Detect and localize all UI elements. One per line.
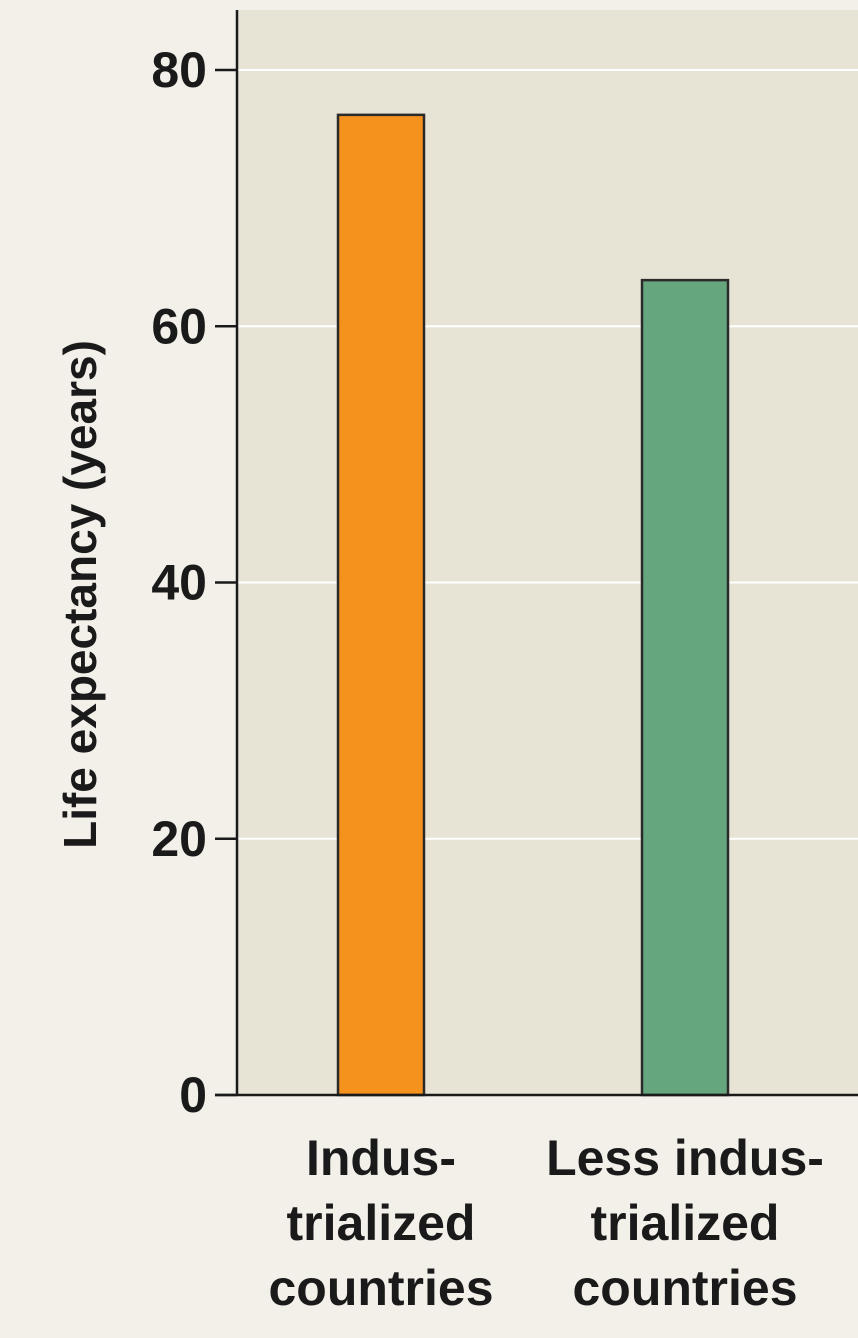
y-tick-label: 80 bbox=[151, 42, 207, 98]
category-label: Less indus- bbox=[546, 1130, 824, 1186]
y-tick-label: 60 bbox=[151, 298, 207, 354]
category-label: trialized bbox=[591, 1195, 780, 1251]
plot-area bbox=[237, 10, 858, 1095]
category-label: Indus- bbox=[306, 1130, 456, 1186]
category-labels: Indus-trialized countries Less indus-trial… bbox=[268, 1130, 823, 1316]
y-tick-label: 0 bbox=[179, 1067, 207, 1123]
y-tick-label: 40 bbox=[151, 555, 207, 611]
y-axis-title: Life expectancy (years) bbox=[54, 340, 106, 849]
y-ticks: 0 20 40 60 80 bbox=[151, 42, 237, 1123]
category-label: trialized bbox=[287, 1195, 476, 1251]
category-label: countries bbox=[572, 1260, 797, 1316]
category-label: countries bbox=[268, 1260, 493, 1316]
y-tick-label: 20 bbox=[151, 811, 207, 867]
bar bbox=[640, 278, 730, 1097]
bar bbox=[336, 113, 426, 1097]
